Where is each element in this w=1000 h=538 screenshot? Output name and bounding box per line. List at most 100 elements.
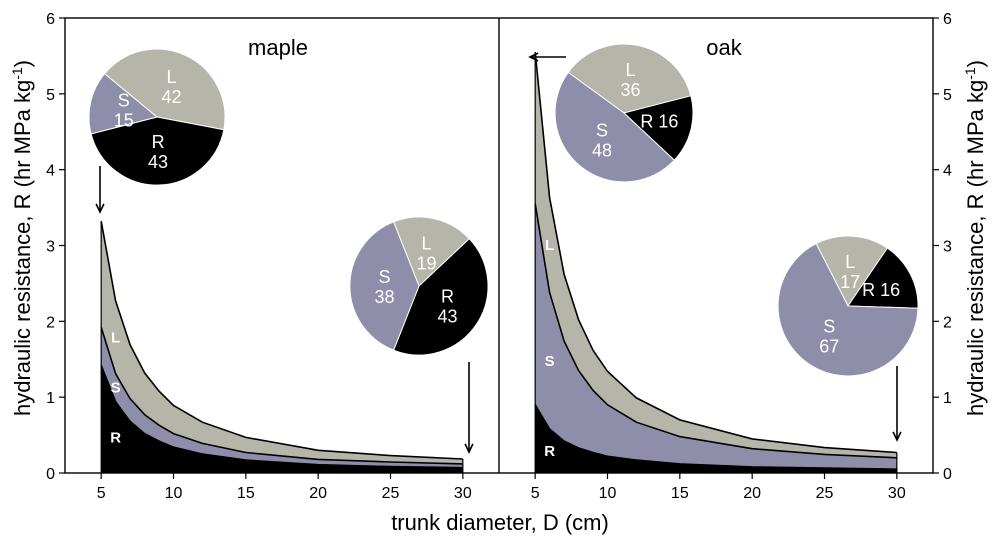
- y-tick-label-right: 6: [943, 11, 952, 28]
- boundary-line-L-oak: [534, 52, 897, 454]
- y-tick-label-left: 0: [46, 466, 55, 483]
- pie-oak-large-trunk: L17 R 16 S67: [777, 235, 919, 377]
- area-label-S: S: [111, 380, 121, 397]
- pie-slice-S: [554, 71, 676, 183]
- x-tick-label: 30: [888, 485, 906, 502]
- arrow-maple-large-head: [464, 443, 474, 454]
- pie-label-S-name: S: [378, 267, 390, 287]
- pie-slice-R: [622, 95, 694, 161]
- pie-label-R: R 16: [640, 112, 678, 132]
- pie-label-L-name: L: [845, 252, 855, 272]
- pie-label-L-name: L: [422, 233, 432, 253]
- y-ticks: 0 0 1 1 2 2 3 3 4 4 5 5 6 6: [46, 11, 952, 483]
- area-S-oak: [535, 203, 897, 470]
- boundary-line-R-oak: [534, 404, 897, 470]
- y-tick-label-right: 2: [943, 314, 952, 331]
- y-axis-label-superscript: -1: [962, 67, 978, 80]
- x-tick-label: 25: [816, 485, 834, 502]
- pie-label-L-name: L: [625, 60, 635, 80]
- pie-label-L-value: 42: [161, 87, 181, 107]
- y-tick-label-left: 5: [46, 87, 55, 104]
- pie-slice-S: [88, 72, 159, 135]
- y-tick-label-right: 1: [943, 390, 952, 407]
- pie-label-S-value: 38: [374, 287, 394, 307]
- pie-label-S-value: 48: [592, 141, 612, 161]
- arrows-maple: [95, 166, 474, 454]
- pie-label-R-value: 43: [148, 152, 168, 172]
- y-tick-label-left: 3: [46, 239, 55, 256]
- axes-layer: 5 10 15 20 25 30 5 10 15 20 25 30 0 0 1 1 2 2 3 3 4 4 5 5 6 6: [46, 11, 952, 502]
- pie-label-S-name: S: [118, 91, 130, 111]
- y-tick-label-left: 1: [46, 390, 55, 407]
- x-tick-label: 20: [743, 485, 761, 502]
- boundary-line-L-maple: [100, 221, 463, 460]
- boundary-line-R-maple: [100, 365, 463, 469]
- y-axis-label-text: hydraulic resistance, R (hr MPa kg-1): [962, 60, 988, 416]
- y-tick-label-right: 3: [943, 239, 952, 256]
- boundary-line-S-oak: [534, 203, 897, 459]
- pie-maple-small-trunk: L42 R43 S15: [88, 48, 226, 186]
- area-label-S: S: [545, 353, 555, 370]
- y-tick-label-right: 4: [943, 163, 952, 180]
- pie-label-R: R 16: [862, 280, 900, 300]
- y-axis-label-superscript: -1: [9, 67, 25, 80]
- pie-label-S-value: 67: [819, 337, 839, 357]
- pie-label-S-name: S: [823, 317, 835, 337]
- pie-slice-R: [392, 238, 489, 356]
- y-axis-label-close: ): [963, 60, 988, 67]
- x-ticks-maple: 5 10 15 20 25 30: [97, 473, 472, 502]
- arrow-oak-large-head: [892, 431, 902, 442]
- y-axis-label-main: hydraulic resistance, R (hr MPa kg: [963, 80, 988, 416]
- pie-label-L-value: 19: [417, 253, 437, 273]
- x-tick-label: 15: [671, 485, 689, 502]
- y-axis-label-left: hydraulic resistance, R (hr MPa kg-1): [9, 60, 35, 416]
- pie-label-S-value: 15: [114, 111, 134, 131]
- area-R-maple: [101, 365, 463, 473]
- x-tick-label: 10: [165, 485, 183, 502]
- area-label-R: R: [110, 429, 121, 446]
- y-axis-label-close: ): [10, 60, 35, 67]
- arrow-oak-small-head: [528, 52, 539, 62]
- arrow-maple-small-head: [95, 203, 105, 214]
- x-tick-label: 10: [599, 485, 617, 502]
- pie-label-L-value: 36: [620, 80, 640, 100]
- x-tick-label: 30: [454, 485, 472, 502]
- y-axis-label-right: hydraulic resistance, R (hr MPa kg-1): [962, 60, 988, 416]
- pie-slice-R: [90, 116, 225, 186]
- x-tick-label: 5: [97, 485, 106, 502]
- pie-label-R-name: R: [441, 286, 454, 306]
- y-tick-label-right: 5: [943, 87, 952, 104]
- pie-label-R-name: R: [152, 132, 165, 152]
- pie-slice-L: [103, 48, 226, 131]
- pie-slice-L: [815, 235, 888, 307]
- x-tick-label: 5: [531, 485, 540, 502]
- y-tick-label-right: 0: [943, 466, 952, 483]
- pie-slice-S: [777, 242, 919, 377]
- y-axis-label-main: hydraulic resistance, R (hr MPa kg: [10, 80, 35, 416]
- pie-label-S-name: S: [596, 121, 608, 141]
- x-axis-label: trunk diameter, D (cm): [391, 510, 609, 535]
- panel-title-oak: oak: [706, 35, 742, 60]
- y-tick-label-left: 2: [46, 314, 55, 331]
- x-ticks-oak: 5 10 15 20 25 30: [531, 473, 906, 502]
- y-axis-label-text: hydraulic resistance, R (hr MPa kg-1): [9, 60, 35, 416]
- x-tick-label: 15: [237, 485, 255, 502]
- boundary-line-S-maple: [100, 327, 463, 465]
- pie-label-L-value: 17: [840, 272, 860, 292]
- x-tick-label: 25: [382, 485, 400, 502]
- y-tick-label-left: 4: [46, 163, 55, 180]
- x-tick-label: 20: [309, 485, 327, 502]
- pie-slice-S: [349, 221, 420, 351]
- area-label-L: L: [545, 237, 554, 254]
- pie-label-R-value: 43: [438, 306, 458, 326]
- arrows-oak: [528, 52, 902, 442]
- pie-label-L-name: L: [166, 67, 176, 87]
- area-label-L: L: [111, 329, 120, 346]
- panel-title-maple: maple: [248, 35, 308, 60]
- area-label-R: R: [544, 443, 555, 460]
